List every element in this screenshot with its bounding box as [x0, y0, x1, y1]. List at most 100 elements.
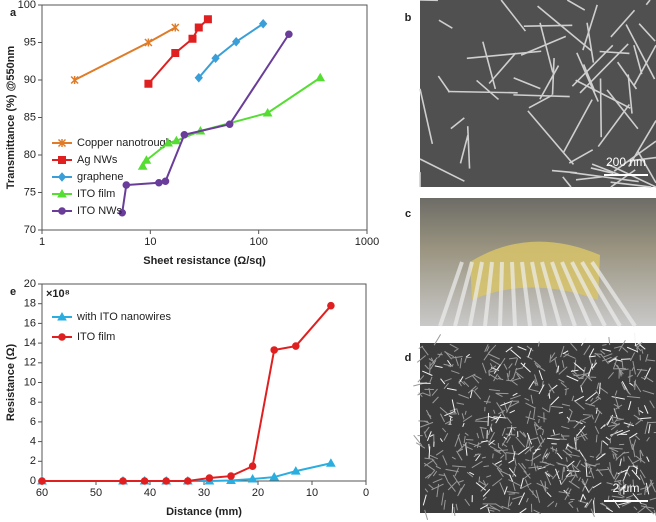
rod — [468, 261, 484, 327]
nanowire — [536, 438, 546, 450]
x-tick-label: 1000 — [355, 236, 379, 248]
nanowire — [493, 364, 501, 374]
nanowire — [552, 429, 555, 435]
nanowire — [571, 463, 581, 473]
nanowire — [537, 5, 593, 52]
rod — [550, 261, 577, 327]
legend-label: Copper nanotrough — [77, 137, 172, 149]
nanowire — [528, 94, 553, 109]
nanowire — [617, 469, 628, 475]
legend-marker — [57, 311, 67, 321]
nanowire — [450, 370, 460, 375]
nanowire — [422, 392, 431, 397]
nanowire — [437, 75, 451, 93]
nanowire — [621, 501, 632, 507]
nanowire — [488, 373, 498, 380]
nanowire — [626, 346, 638, 353]
y-tick-label: 12 — [24, 357, 36, 369]
nanowire — [602, 440, 609, 446]
marker — [227, 472, 235, 480]
nanowire — [496, 467, 504, 478]
nanowire — [568, 408, 573, 413]
nanowire — [489, 505, 501, 512]
nanowire — [523, 24, 573, 27]
rod — [590, 260, 637, 328]
nanowire — [595, 463, 601, 465]
nanowire — [550, 396, 560, 406]
nanowire — [526, 497, 529, 503]
nanowire — [533, 360, 541, 368]
nanowire — [560, 345, 565, 358]
marker — [225, 120, 234, 129]
nanowire — [418, 420, 429, 422]
marker — [211, 53, 220, 64]
marker — [163, 137, 173, 147]
x-tick-label: 20 — [252, 487, 264, 499]
nanowire — [602, 343, 607, 346]
nanowire — [483, 400, 491, 403]
nanowire — [600, 440, 603, 454]
nanowire — [555, 447, 558, 454]
nanowire — [483, 465, 489, 468]
nanowire — [632, 360, 636, 375]
nanowire — [589, 455, 595, 458]
image-panels — [413, 0, 656, 521]
nanowire — [422, 370, 433, 376]
nanowire — [461, 413, 465, 420]
nanowire — [580, 463, 586, 468]
nanowire — [627, 484, 632, 490]
nanowire — [541, 463, 552, 469]
marker — [269, 472, 280, 481]
nanowire — [418, 392, 423, 398]
nanowire — [501, 433, 510, 447]
marker — [171, 49, 180, 57]
nanowire — [627, 374, 633, 378]
nanowire — [517, 346, 527, 351]
y-axis-label: Transmittance (%) @550nm — [5, 46, 17, 190]
nanowire — [568, 480, 580, 489]
nanowire — [472, 389, 482, 400]
nanowire — [585, 498, 593, 509]
nanowire — [423, 462, 436, 471]
nanowire — [566, 460, 575, 468]
marker — [155, 178, 163, 187]
nanowire — [572, 372, 581, 379]
nanowire — [443, 473, 449, 482]
nanowire — [568, 149, 594, 164]
nanowire — [481, 362, 487, 374]
nanowire — [493, 409, 496, 414]
nanowire — [644, 367, 651, 380]
nanowire — [611, 421, 619, 426]
nanowire — [487, 507, 491, 515]
legend-marker — [57, 138, 67, 148]
marker — [258, 18, 268, 29]
nanowire — [574, 437, 577, 451]
rod — [483, 261, 494, 327]
marker — [119, 477, 127, 485]
nanowire — [444, 378, 452, 382]
nanowire — [488, 388, 501, 392]
nanowire — [636, 493, 643, 496]
nanowire — [447, 359, 452, 366]
nanowire — [582, 478, 589, 492]
nanowire — [483, 351, 491, 361]
rod — [438, 261, 464, 327]
panel-label: b — [405, 12, 412, 24]
nanowire — [566, 447, 573, 454]
nanowire — [624, 465, 630, 475]
nanowire — [614, 358, 623, 362]
nanowire — [424, 364, 430, 370]
nanowire — [613, 345, 623, 349]
nanowire — [440, 413, 445, 423]
nanowire — [432, 478, 443, 484]
nanowire — [489, 369, 499, 373]
nanowire — [568, 445, 581, 453]
nanowire — [416, 355, 426, 363]
nanowire — [632, 465, 639, 470]
nanowire — [488, 415, 498, 420]
nanowire — [469, 471, 475, 476]
nanowire — [506, 491, 520, 494]
nanowire — [614, 470, 623, 481]
marker — [144, 79, 153, 88]
nanowire — [632, 439, 637, 450]
